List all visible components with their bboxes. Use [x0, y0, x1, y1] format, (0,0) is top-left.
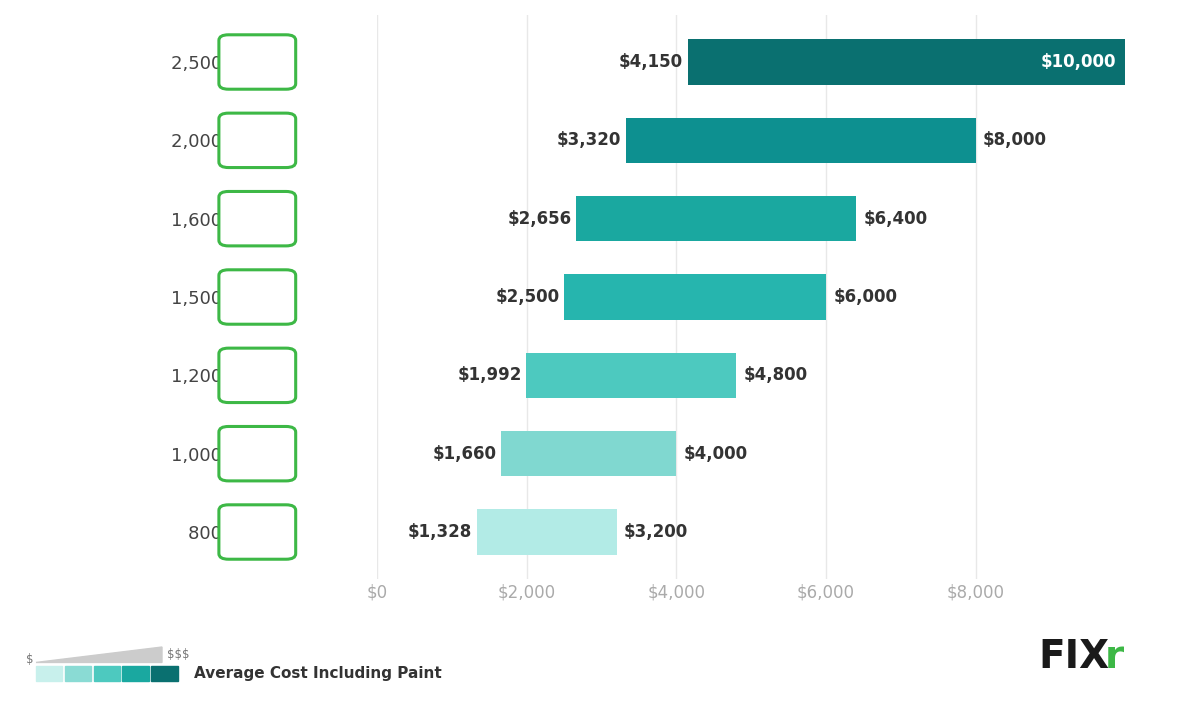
Text: FIX: FIX: [1038, 639, 1109, 676]
Text: r: r: [1105, 639, 1124, 676]
Text: $2,500: $2,500: [496, 288, 559, 306]
Text: $$$: $$$: [167, 648, 190, 661]
Bar: [564, 274, 826, 320]
Text: $4,800: $4,800: [744, 367, 808, 384]
Text: $2,656: $2,656: [508, 210, 571, 228]
Bar: [625, 118, 976, 163]
Text: $6,000: $6,000: [834, 288, 898, 306]
Bar: [527, 353, 737, 398]
Bar: [576, 196, 856, 241]
Text: $10,000: $10,000: [1040, 53, 1116, 71]
Text: $1,992: $1,992: [457, 367, 522, 384]
Bar: [502, 431, 677, 477]
Text: $1,660: $1,660: [433, 444, 497, 463]
Bar: [476, 510, 617, 554]
Text: $3,320: $3,320: [557, 131, 622, 149]
Text: $4,150: $4,150: [619, 53, 683, 71]
Text: Average Cost Including Paint: Average Cost Including Paint: [194, 666, 442, 681]
Bar: [688, 39, 1126, 85]
Text: $3,200: $3,200: [624, 523, 689, 541]
Text: $: $: [26, 653, 34, 666]
Text: $6,400: $6,400: [864, 210, 928, 228]
Text: $4,000: $4,000: [684, 444, 748, 463]
Text: $8,000: $8,000: [983, 131, 1048, 149]
Text: $1,328: $1,328: [408, 523, 472, 541]
